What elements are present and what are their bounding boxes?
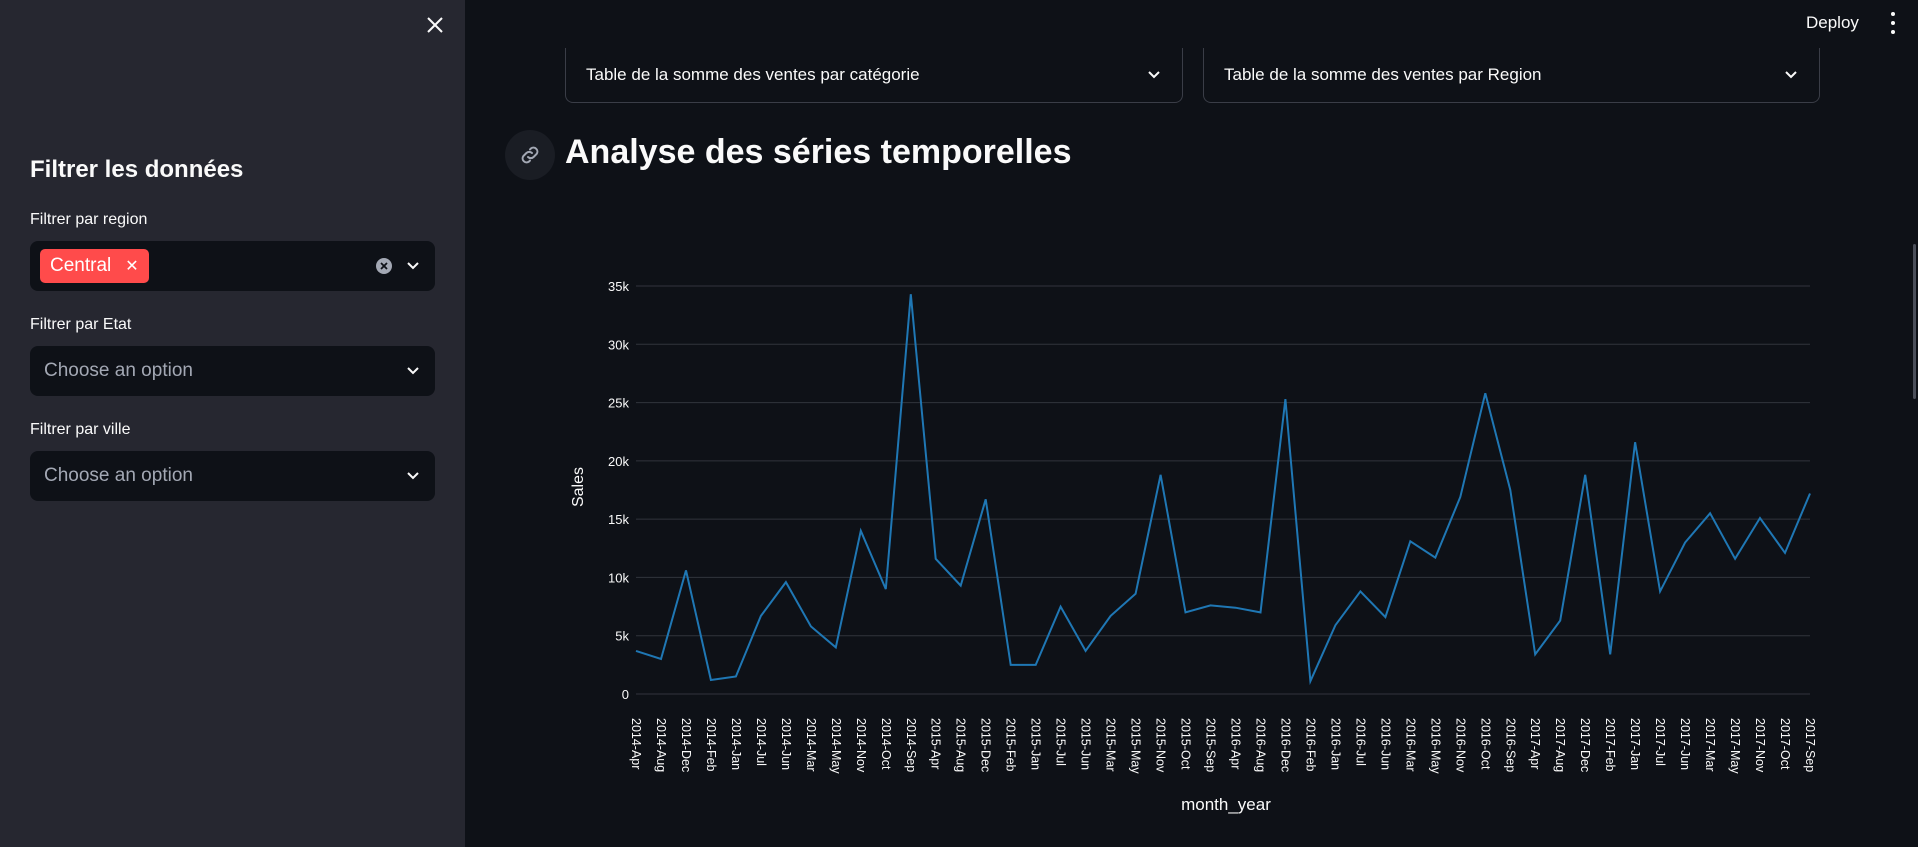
anchor-link-button[interactable] xyxy=(505,130,555,180)
filter-city-label: Filtrer par ville xyxy=(30,421,131,438)
x-tick-label: 2016-Jul xyxy=(1353,718,1367,766)
x-tick-label: 2014-Jun xyxy=(779,718,793,770)
x-tick-label: 2017-Sep xyxy=(1803,718,1817,772)
x-tick-label: 2014-Sep xyxy=(904,718,918,772)
y-tick-label: 25k xyxy=(608,396,629,411)
chip-remove-icon[interactable]: ✕ xyxy=(125,258,139,275)
region-chip-label: Central xyxy=(50,255,112,276)
chevron-down-icon xyxy=(1785,71,1797,79)
x-tick-label: 2016-Feb xyxy=(1303,718,1317,772)
x-tick-label: 2014-Jan xyxy=(729,718,743,770)
region-chip[interactable]: Central ✕ xyxy=(40,249,149,283)
scrollbar-thumb[interactable] xyxy=(1913,244,1916,399)
chevron-down-icon[interactable] xyxy=(405,363,421,379)
x-tick-label: 2017-Feb xyxy=(1603,718,1617,772)
x-tick-label: 2016-Apr xyxy=(1228,718,1242,769)
x-tick-label: 2015-May xyxy=(1129,718,1143,774)
x-tick-label: 2015-Jul xyxy=(1054,718,1068,766)
x-tick-label: 2017-Dec xyxy=(1578,718,1592,772)
x-tick-label: 2014-Oct xyxy=(879,718,893,770)
expander-region-table[interactable]: Table de la somme des ventes par Region xyxy=(1203,48,1820,103)
x-tick-label: 2014-Mar xyxy=(804,718,818,772)
filter-state-select[interactable]: Choose an option xyxy=(30,346,435,396)
y-tick-label: 10k xyxy=(608,570,629,585)
x-tick-label: 2016-Sep xyxy=(1503,718,1517,772)
clear-icon[interactable] xyxy=(375,257,393,275)
x-tick-label: 2015-Feb xyxy=(1004,718,1018,772)
x-tick-label: 2016-Mar xyxy=(1403,718,1417,772)
x-tick-label: 2016-Jan xyxy=(1328,718,1342,770)
y-tick-label: 30k xyxy=(608,337,629,352)
chevron-down-icon xyxy=(1148,71,1160,79)
x-tick-label: 2016-Dec xyxy=(1278,718,1292,772)
chevron-down-icon[interactable] xyxy=(405,258,421,274)
link-icon xyxy=(521,146,539,164)
close-sidebar-button[interactable] xyxy=(422,12,448,38)
x-tick-label: 2014-Nov xyxy=(854,718,868,773)
x-tick-label: 2015-Nov xyxy=(1154,718,1168,773)
sidebar: Filtrer les données Filtrer par region C… xyxy=(0,0,465,847)
x-tick-label: 2015-Oct xyxy=(1179,718,1193,770)
x-tick-label: 2015-Dec xyxy=(979,718,993,772)
filter-city-select[interactable]: Choose an option xyxy=(30,451,435,501)
x-tick-label: 2015-Mar xyxy=(1104,718,1118,772)
y-tick-label: 15k xyxy=(608,512,629,527)
close-icon xyxy=(427,17,443,33)
x-tick-label: 2017-Mar xyxy=(1703,718,1717,772)
x-tick-label: 2014-Dec xyxy=(679,718,693,772)
x-tick-label: 2015-Sep xyxy=(1204,718,1218,772)
x-tick-label: 2017-Apr xyxy=(1528,718,1542,769)
x-tick-label: 2017-May xyxy=(1728,718,1742,774)
x-tick-label: 2017-Jan xyxy=(1628,718,1642,770)
y-tick-label: 5k xyxy=(615,629,629,644)
filter-city-placeholder: Choose an option xyxy=(44,465,193,486)
x-axis-label: month_year xyxy=(1181,795,1271,814)
x-tick-label: 2016-Aug xyxy=(1253,718,1267,772)
x-tick-label: 2014-Apr xyxy=(629,718,643,769)
filter-state-placeholder: Choose an option xyxy=(44,360,193,381)
expander-category-table[interactable]: Table de la somme des ventes par catégor… xyxy=(565,48,1183,103)
x-tick-label: 2015-Jun xyxy=(1079,718,1093,770)
y-tick-label: 20k xyxy=(608,454,629,469)
x-tick-label: 2017-Jun xyxy=(1678,718,1692,770)
deploy-button[interactable]: Deploy xyxy=(1806,13,1859,32)
x-tick-label: 2016-Nov xyxy=(1453,718,1467,773)
x-tick-label: 2015-Apr xyxy=(929,718,943,769)
y-axis-label: Sales xyxy=(570,467,587,507)
x-tick-label: 2015-Aug xyxy=(954,718,968,772)
x-tick-label: 2017-Oct xyxy=(1778,718,1792,770)
filter-region-select[interactable]: Central ✕ xyxy=(30,241,435,291)
expander-region-label: Table de la somme des ventes par Region xyxy=(1224,65,1542,84)
filter-region-label: Filtrer par region xyxy=(30,211,148,228)
sidebar-title: Filtrer les données xyxy=(30,156,244,183)
x-tick-label: 2014-Aug xyxy=(654,718,668,772)
expander-category-label: Table de la somme des ventes par catégor… xyxy=(586,65,920,84)
x-tick-label: 2016-Jun xyxy=(1378,718,1392,770)
y-tick-label: 0 xyxy=(622,687,629,702)
x-tick-label: 2014-Feb xyxy=(704,718,718,772)
section-title: Analyse des séries temporelles xyxy=(565,133,1072,171)
x-tick-label: 2017-Jul xyxy=(1653,718,1667,766)
filter-state-label: Filtrer par Etat xyxy=(30,316,132,333)
y-tick-label: 35k xyxy=(608,279,629,294)
x-tick-label: 2017-Aug xyxy=(1553,718,1567,772)
x-tick-label: 2016-May xyxy=(1428,718,1442,774)
chevron-down-icon[interactable] xyxy=(405,468,421,484)
x-tick-label: 2016-Oct xyxy=(1478,718,1492,770)
main-menu-icon[interactable] xyxy=(1886,12,1900,34)
x-tick-label: 2014-Jul xyxy=(754,718,768,766)
x-tick-label: 2015-Jan xyxy=(1029,718,1043,770)
x-tick-label: 2017-Nov xyxy=(1753,718,1767,773)
x-tick-label: 2014-May xyxy=(829,718,843,774)
series-line xyxy=(635,294,1811,686)
